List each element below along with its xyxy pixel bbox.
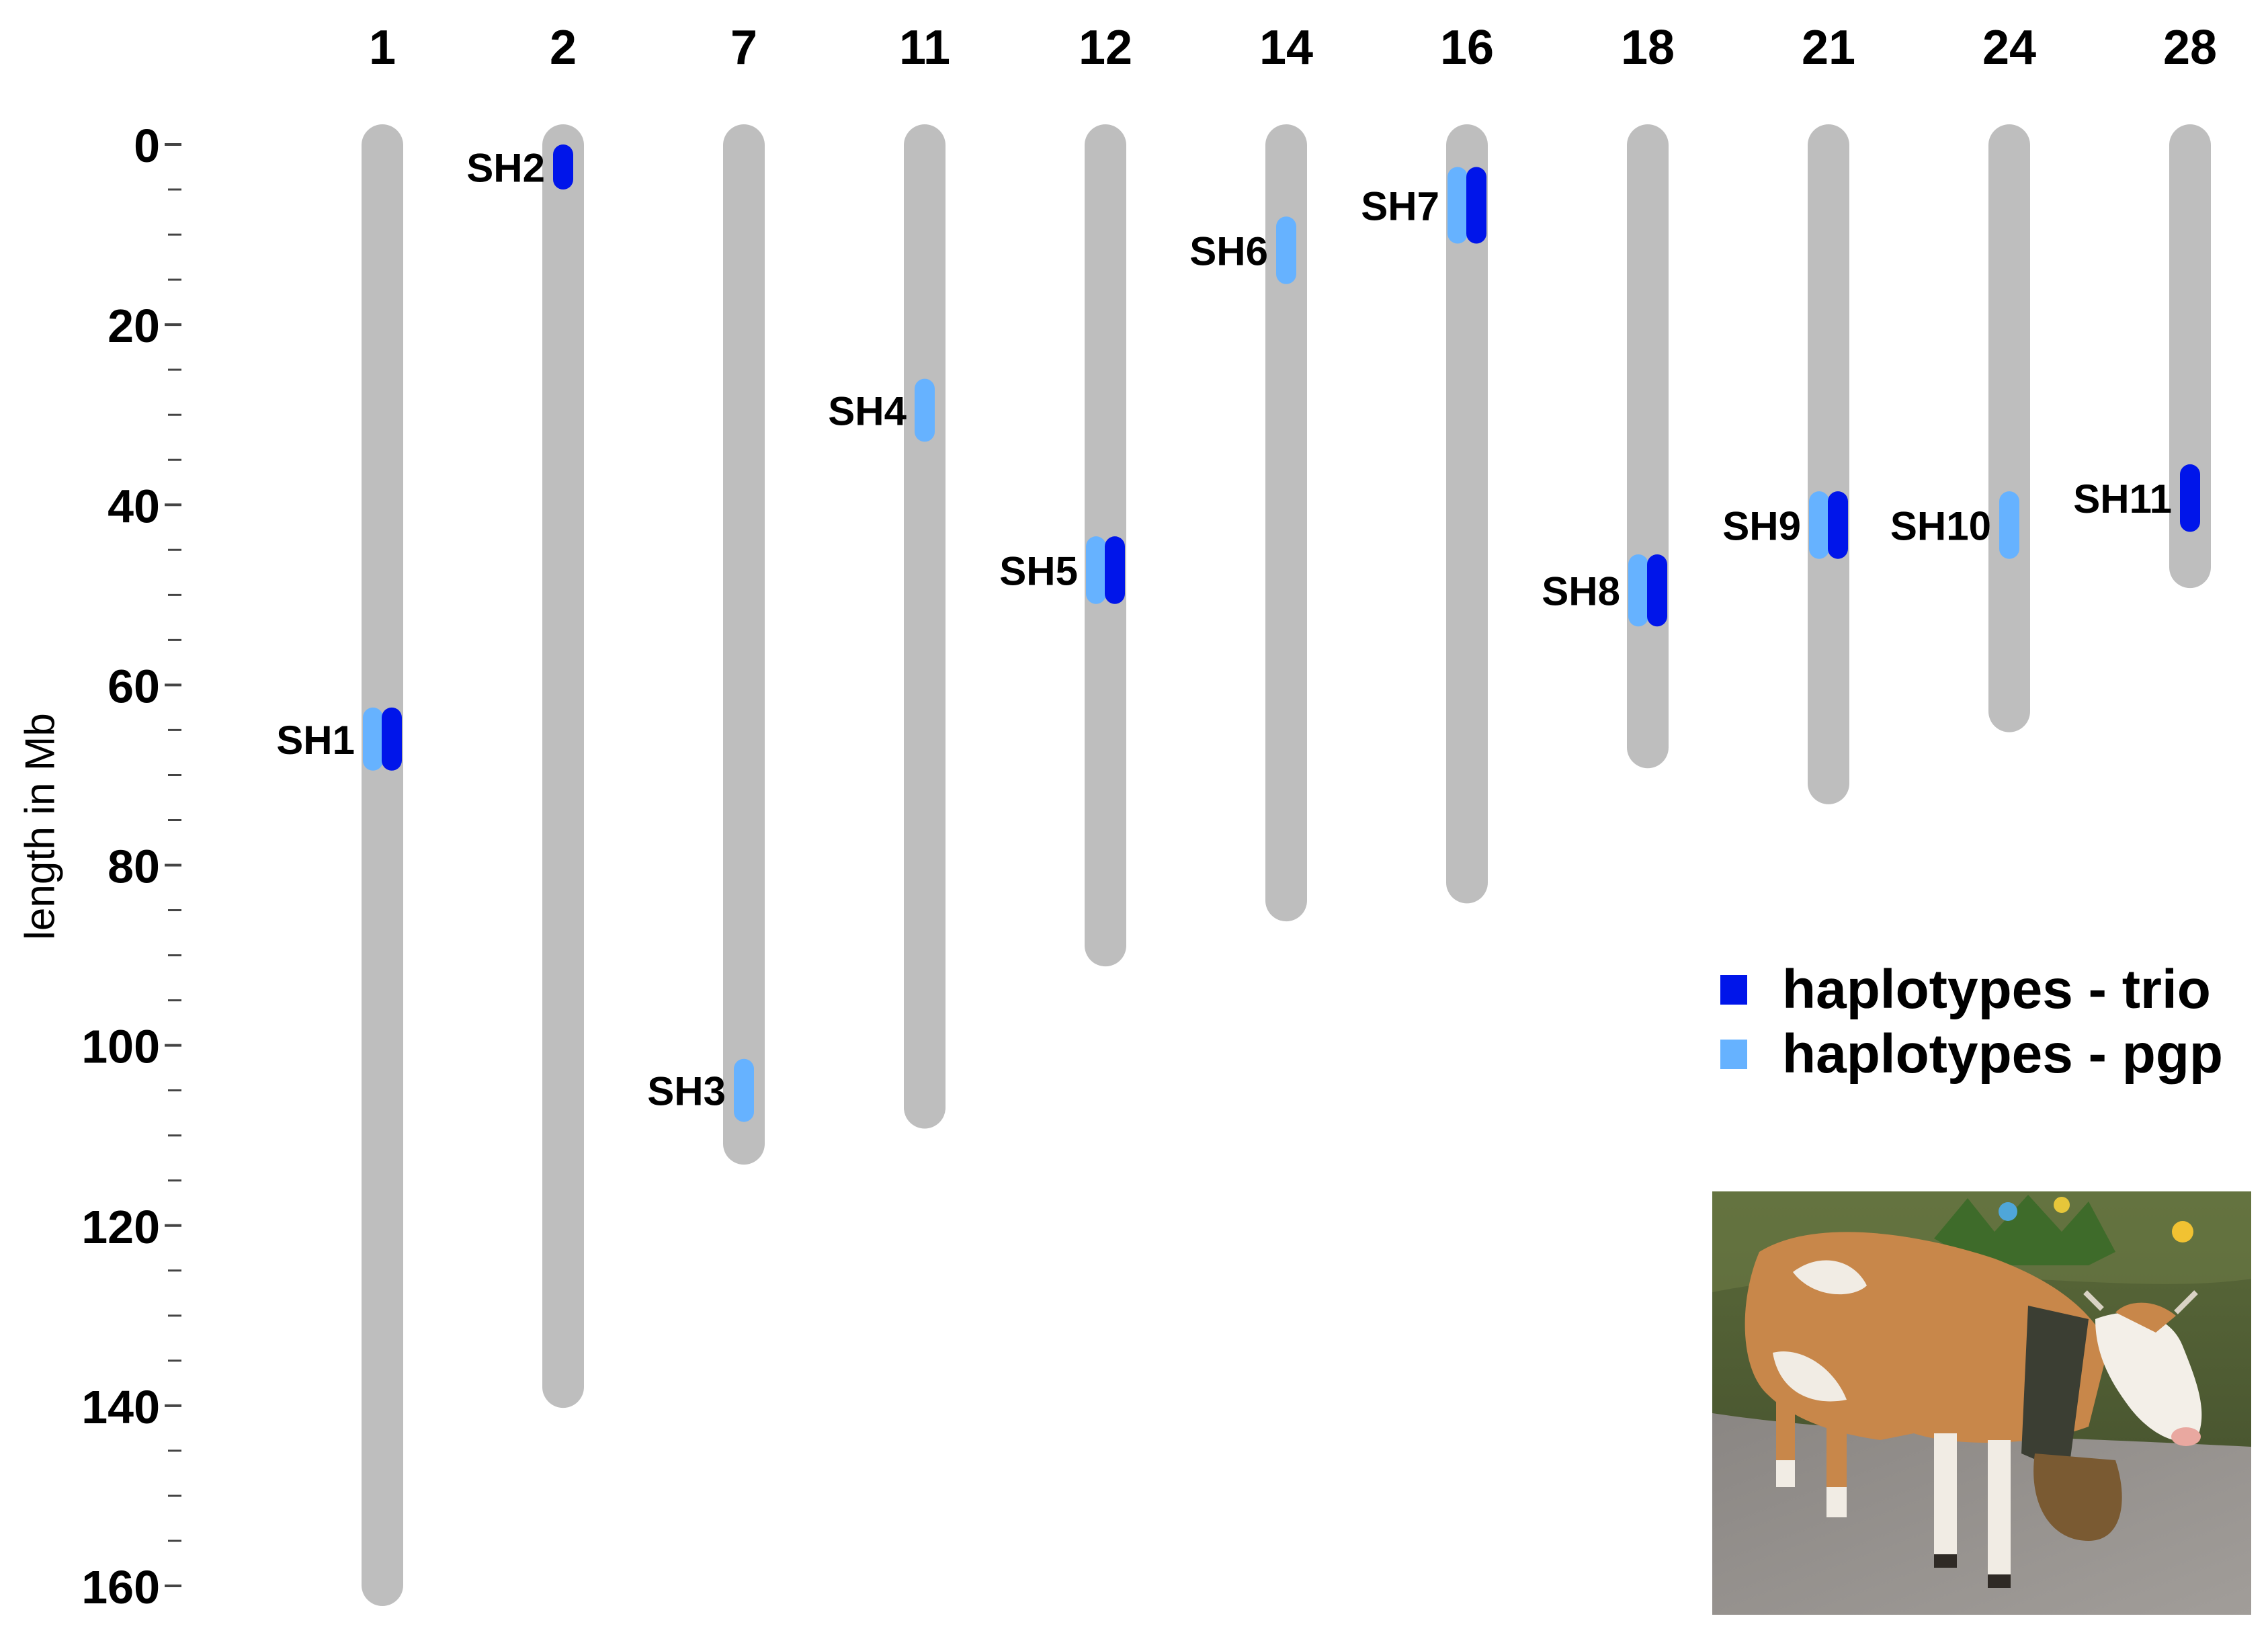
chromosome-label: 2 xyxy=(550,21,577,75)
y-tick-label: 120 xyxy=(81,1201,160,1253)
region-trio xyxy=(1466,167,1486,244)
region-label: SH9 xyxy=(1722,503,1801,548)
cow-photo-illustration xyxy=(1712,1191,2251,1615)
region-label: SH1 xyxy=(276,718,355,763)
chromosome-label: 1 xyxy=(369,21,396,75)
chromosome-bar xyxy=(1988,124,2030,732)
region-pgp xyxy=(363,707,383,771)
chromosome-bar xyxy=(362,124,403,1606)
chromosome-bar xyxy=(1265,124,1307,922)
chromosome-labels: 1 2 7 11 12 14 16 18 21 24 28 xyxy=(369,21,2217,75)
chromosome-label: 16 xyxy=(1440,21,1494,75)
region-label: SH3 xyxy=(647,1069,726,1114)
chromosome-label: 11 xyxy=(899,21,950,75)
region-pgp xyxy=(1447,167,1468,244)
region-pgp xyxy=(915,378,935,442)
chromosomes xyxy=(362,124,2211,1606)
chromosome-bar xyxy=(1627,124,1669,769)
y-tick-label: 140 xyxy=(81,1381,160,1433)
y-axis-title: length in Mb xyxy=(17,713,64,940)
region-trio xyxy=(1647,554,1667,627)
legend-swatch-trio xyxy=(1720,975,1747,1005)
chromosome-label: 14 xyxy=(1259,21,1313,75)
region-trio xyxy=(553,144,573,190)
region-trio xyxy=(1828,491,1848,559)
y-tick-label: 20 xyxy=(108,300,160,352)
legend-item-pgp: haplotypes - pgp xyxy=(1720,1022,2223,1087)
region-label: SH2 xyxy=(466,146,545,191)
y-tick-label: 100 xyxy=(81,1021,160,1073)
chromosome-bar xyxy=(1808,124,1849,804)
region-label: SH6 xyxy=(1189,229,1268,274)
region-label: SH10 xyxy=(1890,503,1991,548)
chromosome-label: 12 xyxy=(1079,21,1132,75)
chromosome-label: 24 xyxy=(1982,21,2036,75)
y-tick-label: 40 xyxy=(108,480,160,532)
chromosome-bar xyxy=(1446,124,1488,904)
region-pgp xyxy=(1809,491,1829,559)
region-pgp xyxy=(1999,491,2019,559)
y-tick-label: 160 xyxy=(81,1561,160,1613)
legend-label-pgp: haplotypes - pgp xyxy=(1782,1023,2223,1085)
region-pgp xyxy=(1276,216,1296,284)
y-tick-label: 80 xyxy=(108,841,160,893)
chromosome-label: 7 xyxy=(730,21,757,75)
chromosome-bar xyxy=(723,124,765,1165)
chromosome-bar xyxy=(904,124,946,1129)
chromosome-label: 18 xyxy=(1621,21,1675,75)
chromosome-bar xyxy=(542,124,584,1408)
region-pgp xyxy=(1628,554,1648,627)
region-trio xyxy=(2180,464,2200,532)
region-label: SH8 xyxy=(1542,569,1620,614)
region-pgp xyxy=(1086,536,1106,604)
y-tick-label: 60 xyxy=(108,660,160,712)
chromosome-label: 21 xyxy=(1802,21,1855,75)
region-trio xyxy=(1105,536,1125,604)
y-axis: 0 20 40 60 80 100 120 140 160 xyxy=(81,120,181,1613)
legend-label-trio: haplotypes - trio xyxy=(1782,959,2211,1020)
haplotype-regions: SH1 SH2 SH3 SH4 SH5 SH6 SH7 SH8 SH9 SH10 SH11 xyxy=(276,144,2200,1122)
region-label: SH5 xyxy=(999,548,1078,593)
chromosome-bar xyxy=(2169,124,2211,589)
y-tick-label: 0 xyxy=(134,120,160,172)
region-label: SH4 xyxy=(828,388,907,433)
legend-swatch-pgp xyxy=(1720,1040,1747,1069)
region-pgp xyxy=(734,1058,754,1122)
legend-item-trio: haplotypes - trio xyxy=(1720,958,2223,1022)
cow-photo xyxy=(1712,1191,2251,1615)
region-label: SH7 xyxy=(1361,183,1439,228)
chromosome-label: 28 xyxy=(2163,21,2217,75)
region-trio xyxy=(382,707,402,771)
legend: haplotypes - trio haplotypes - pgp xyxy=(1720,958,2223,1087)
region-label: SH11 xyxy=(2073,476,2172,521)
